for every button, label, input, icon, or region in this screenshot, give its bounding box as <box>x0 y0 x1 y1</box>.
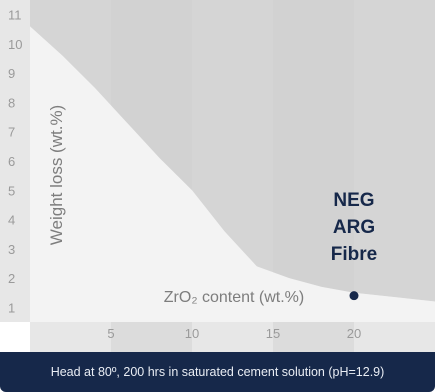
footer-note: Head at 80º, 200 hrs in saturated cement… <box>0 352 435 392</box>
y-tick-label: 8 <box>8 95 15 110</box>
x-tick-label: 15 <box>266 326 280 341</box>
highlight-point-label: ARG <box>333 217 375 238</box>
x-tick-label: 5 <box>107 326 114 341</box>
x-axis-title: ZrO₂ content (wt.%) <box>164 289 304 306</box>
shaded-region <box>30 0 435 302</box>
x-tick-label: 20 <box>347 326 361 341</box>
highlight-point <box>349 291 359 301</box>
y-tick-label: 4 <box>8 213 15 228</box>
y-tick-label: 3 <box>8 242 15 257</box>
y-tick-label: 7 <box>8 125 15 140</box>
x-tick-label: 10 <box>185 326 199 341</box>
y-axis-gutter <box>0 0 30 322</box>
highlight-point-label: Fibre <box>331 244 377 265</box>
y-tick-label: 9 <box>8 66 15 81</box>
area-under-curve <box>30 26 435 322</box>
chart-svg: 1 2 3 4 5 6 7 8 9 10 11 5 10 15 20 Weight loss (wt.%) Zr… <box>0 0 435 352</box>
y-tick-label: 1 <box>8 300 15 315</box>
y-tick-label: 10 <box>8 37 22 52</box>
y-tick-label: 11 <box>8 8 22 23</box>
y-tick-label: 2 <box>8 271 15 286</box>
highlight-point-label: NEG <box>333 190 374 211</box>
y-tick-label: 5 <box>8 183 15 198</box>
y-tick-label: 6 <box>8 154 15 169</box>
y-axis-title: Weight loss (wt.%) <box>47 105 66 245</box>
